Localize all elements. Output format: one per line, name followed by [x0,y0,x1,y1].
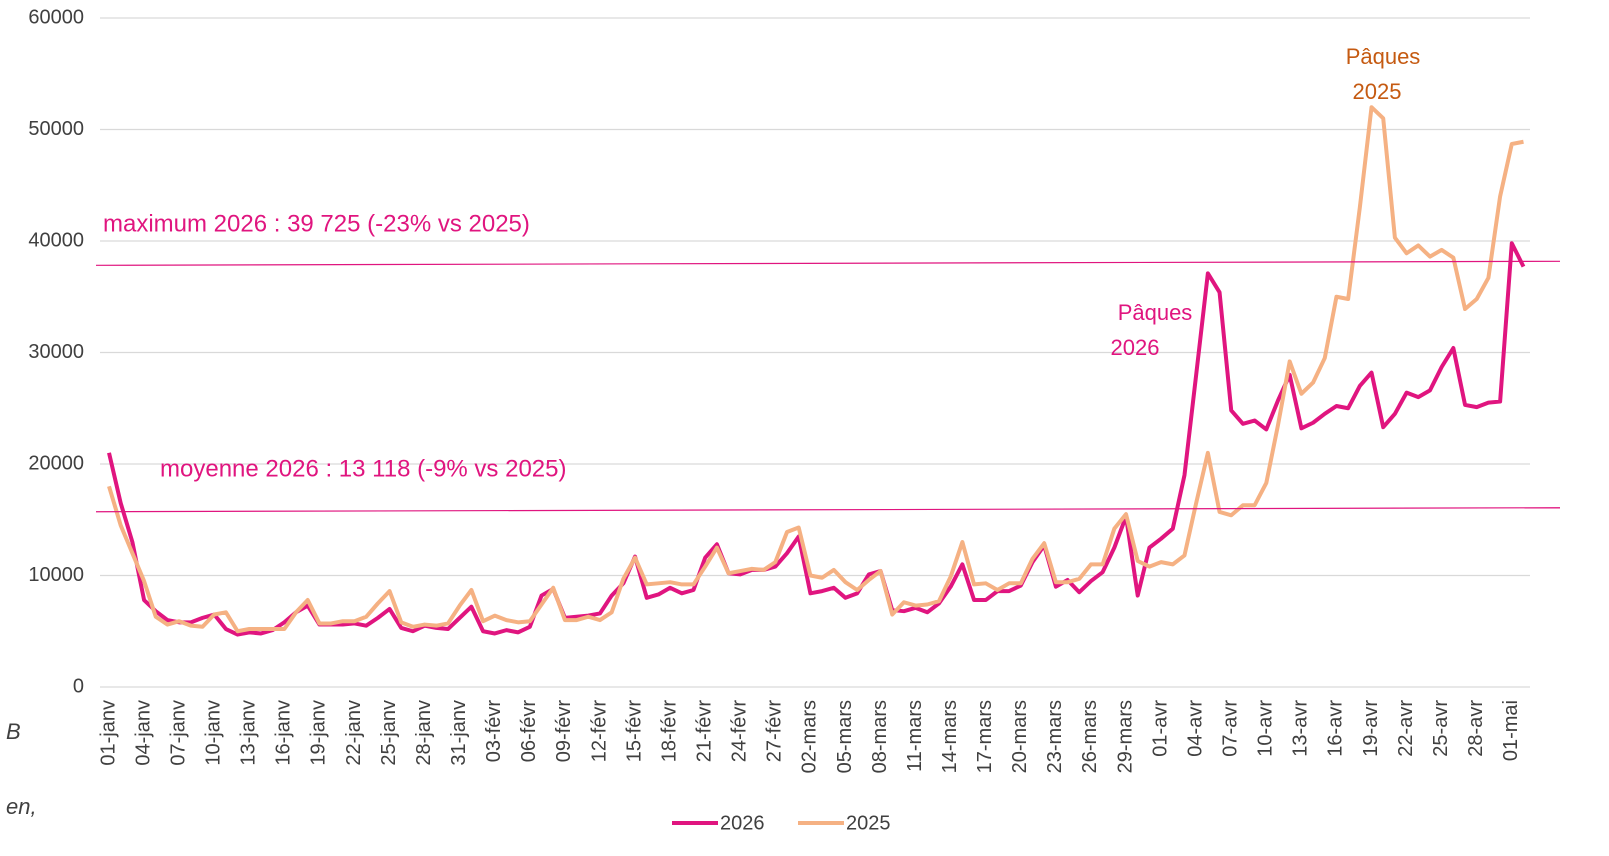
legend-label: 2026 [720,812,765,834]
x-tick-label: 16-avr [1325,700,1347,757]
x-tick-label: 15-févr [623,700,645,763]
x-tick-label: 01-avr [1149,700,1171,757]
y-tick-label: 10000 [28,564,84,586]
x-tick-label: 26-mars [1079,700,1101,773]
x-tick-label: 28-janv [413,700,435,766]
x-tick-label: 31-janv [448,700,470,766]
y-tick-label: 50000 [28,118,84,140]
x-tick-label: 29-mars [1114,700,1136,773]
annotation: 2026 [1111,335,1160,360]
annotation: Pâques [1118,300,1193,325]
x-tick-label: 27-févr [764,700,786,763]
x-tick-label: 19-janv [308,700,330,766]
x-tick-label: 19-avr [1360,700,1382,757]
x-tick-label: 01-mai [1500,700,1522,761]
x-tick-label: 22-avr [1395,700,1417,757]
reference-line [95,507,1561,513]
x-tick-label: 07-janv [167,700,189,766]
x-tick-label: 23-mars [1044,700,1066,773]
x-tick-label: 21-févr [693,700,715,763]
annotation: Pâques [1346,44,1421,69]
x-tick-label: 13-avr [1290,700,1312,757]
x-tick-label: 04-avr [1184,700,1206,757]
x-tick-label: 08-mars [869,700,891,773]
side-note: B [6,719,21,744]
line-series [107,105,1524,634]
reference-label: moyenne 2026 : 13 118 (-9% vs 2025) [160,455,566,482]
x-tick-label: 03-févr [483,700,505,763]
x-tick-label: 06-févr [518,700,540,763]
x-tick-label: 13-janv [238,700,260,766]
y-tick-label: 0 [73,675,84,697]
x-tick-label: 14-mars [939,700,961,773]
x-tick-label: 25-avr [1430,700,1452,757]
x-tick-label: 18-févr [658,700,680,763]
y-tick-label: 30000 [28,341,84,363]
x-tick-label: 02-mars [799,700,821,773]
x-tick-label: 11-mars [904,700,926,772]
reference-line [95,260,1561,266]
x-tick-label: 05-mars [834,700,856,773]
x-tick-label: 10-janv [202,700,224,766]
x-tick-label: 01-janv [97,700,119,766]
y-tick-label: 40000 [28,229,84,251]
y-tick-label: 60000 [28,6,84,28]
legend-label: 2025 [846,812,891,834]
reference-label: maximum 2026 : 39 725 (-23% vs 2025) [103,210,530,237]
y-tick-label: 20000 [28,452,84,474]
annotation: 2025 [1353,79,1402,104]
x-tick-label: 12-févr [588,700,610,763]
x-tick-label: 07-avr [1220,700,1242,757]
x-tick-label: 17-mars [974,700,996,773]
x-tick-label: 09-févr [553,700,575,763]
x-tick-label: 22-janv [343,700,365,766]
x-tick-label: 10-avr [1255,700,1277,757]
x-tick-label: 20-mars [1009,700,1031,773]
x-tick-label: 16-janv [273,700,295,766]
x-tick-label: 25-janv [378,700,400,766]
side-note: en, [6,794,37,819]
x-tick-label: 24-févr [729,700,751,763]
x-tick-label: 04-janv [132,700,154,766]
x-tick-label: 28-avr [1465,700,1487,757]
